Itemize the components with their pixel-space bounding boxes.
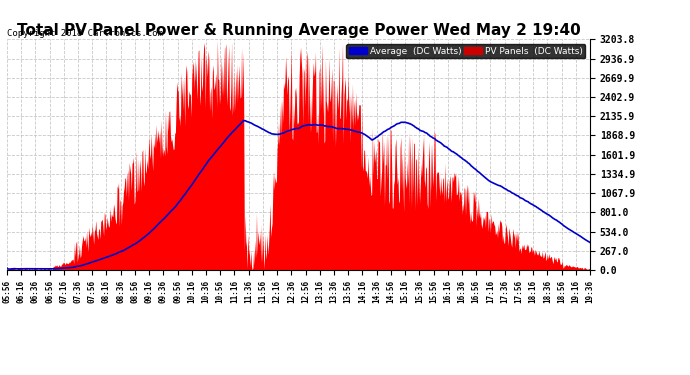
Legend: Average  (DC Watts), PV Panels  (DC Watts): Average (DC Watts), PV Panels (DC Watts) [346,44,585,58]
Text: Copyright 2018 Cartronics.com: Copyright 2018 Cartronics.com [7,29,163,38]
Title: Total PV Panel Power & Running Average Power Wed May 2 19:40: Total PV Panel Power & Running Average P… [17,23,580,38]
